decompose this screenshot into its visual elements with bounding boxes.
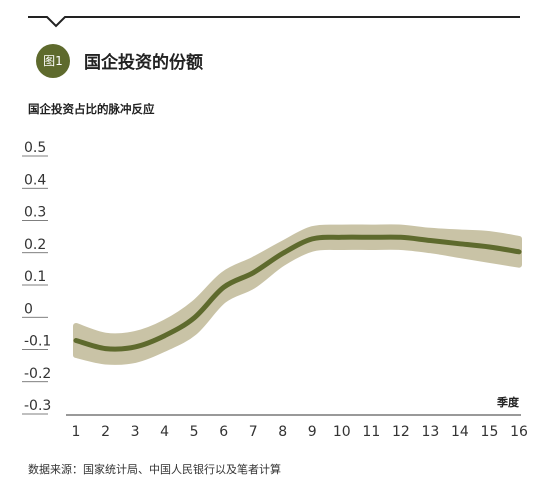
- y-axis-label: 国企投资占比的脉冲反应: [28, 102, 155, 116]
- y-tick-label: 0: [24, 301, 33, 317]
- x-axis-label: 季度: [496, 395, 520, 409]
- x-tick-labels: 1 2 3 4 5 6 7 8 9 10 11 12 13 14 15 16: [72, 424, 528, 440]
- confidence-band: [73, 224, 522, 365]
- x-tick-label: 1: [72, 424, 81, 440]
- y-tick-label: -0.3: [24, 398, 51, 414]
- figure-badge: 图1: [36, 44, 70, 78]
- x-tick-label: 7: [249, 424, 258, 440]
- chart-title: 国企投资的份额: [84, 53, 203, 73]
- x-tick-label: 11: [362, 424, 380, 440]
- x-tick-label: 5: [190, 424, 199, 440]
- x-tick-label: 9: [308, 424, 317, 440]
- y-tick-labels: 0.5 0.4 0.3 0.2 0.1 0 -0.1 -0.2 -0.3: [22, 140, 51, 415]
- x-tick-label: 4: [160, 424, 169, 440]
- y-tick-label: -0.2: [24, 366, 51, 382]
- x-tick-label: 13: [421, 424, 439, 440]
- y-tick-label: 0.5: [24, 140, 46, 156]
- x-tick-label: 14: [451, 424, 469, 440]
- x-tick-label: 3: [131, 424, 140, 440]
- impulse-response-line: [73, 234, 522, 352]
- x-tick-label: 10: [333, 424, 351, 440]
- x-tick-label: 8: [278, 424, 287, 440]
- y-tick-label: 0.2: [24, 237, 46, 253]
- x-tick-label: 16: [510, 424, 528, 440]
- x-tick-label: 12: [392, 424, 410, 440]
- y-tick-label: 0.4: [24, 172, 46, 188]
- y-tick-label: 0.1: [24, 269, 46, 285]
- x-tick-label: 6: [219, 424, 228, 440]
- y-tick-label: 0.3: [24, 205, 46, 221]
- x-tick-label: 2: [101, 424, 110, 440]
- data-source: 数据来源：国家统计局、中国人民银行以及笔者计算: [28, 463, 281, 476]
- plot-area: [66, 224, 522, 416]
- y-tick-label: -0.1: [24, 334, 51, 350]
- line-chart: 0.50.40.30.20.10-0.1-0.2-0.3 1 2 3 4 5 6 7 8 9 10…: [22, 140, 528, 440]
- x-tick-label: 15: [481, 424, 499, 440]
- header-rule: [28, 16, 520, 28]
